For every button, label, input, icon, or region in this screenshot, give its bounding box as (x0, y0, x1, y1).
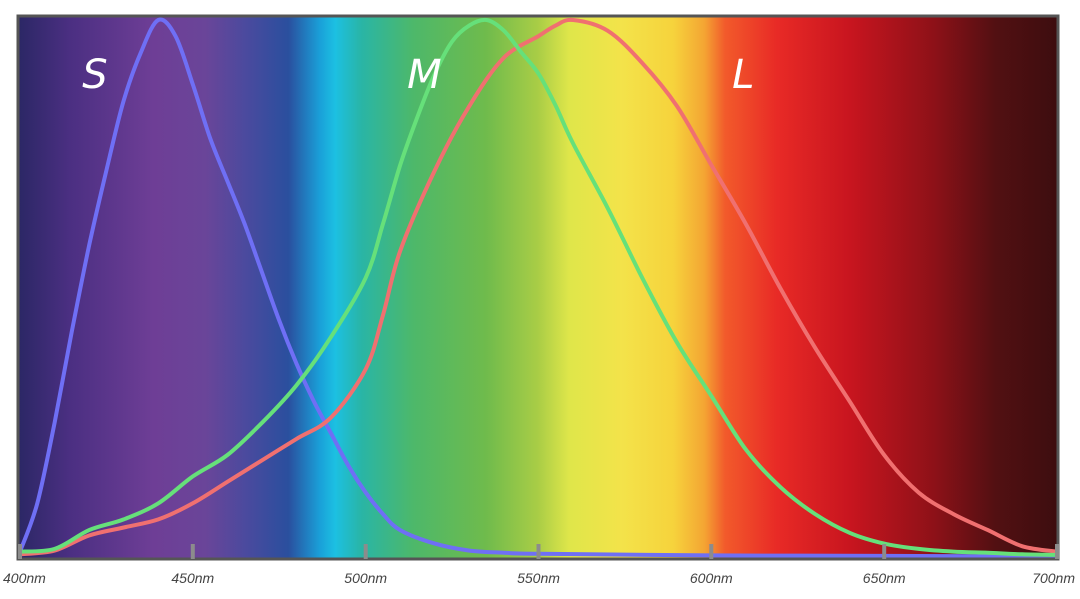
x-tick-mark (882, 544, 887, 559)
curves-layer (18, 17, 1059, 559)
series-label-m: M (407, 52, 442, 98)
x-tick-mark (1055, 544, 1059, 559)
x-tick-mark (18, 544, 22, 559)
x-tick-label: 700nm (1032, 570, 1075, 586)
series-line-m (18, 17, 1059, 557)
series-line-l (18, 17, 1059, 557)
x-tick-mark (709, 544, 714, 559)
series-label-l: L (732, 52, 754, 98)
x-tick-label: 400nm (3, 570, 46, 586)
x-tick-mark (190, 544, 195, 559)
x-tick-label: 550nm (517, 570, 560, 586)
x-tick-label: 600nm (690, 570, 733, 586)
x-tick-label: 450nm (171, 570, 214, 586)
spectrum-background (18, 16, 1058, 559)
x-tick-label: 650nm (863, 570, 906, 586)
series-label-s: S (82, 52, 107, 98)
x-tick-label: 500nm (344, 570, 387, 586)
ticks-layer: 400nm 450nm 500nm 550nm 600nm 650nm 700nm (3, 544, 1075, 586)
series-line-s (18, 17, 1059, 559)
x-tick-mark (363, 544, 368, 559)
x-tick-mark (536, 544, 541, 559)
